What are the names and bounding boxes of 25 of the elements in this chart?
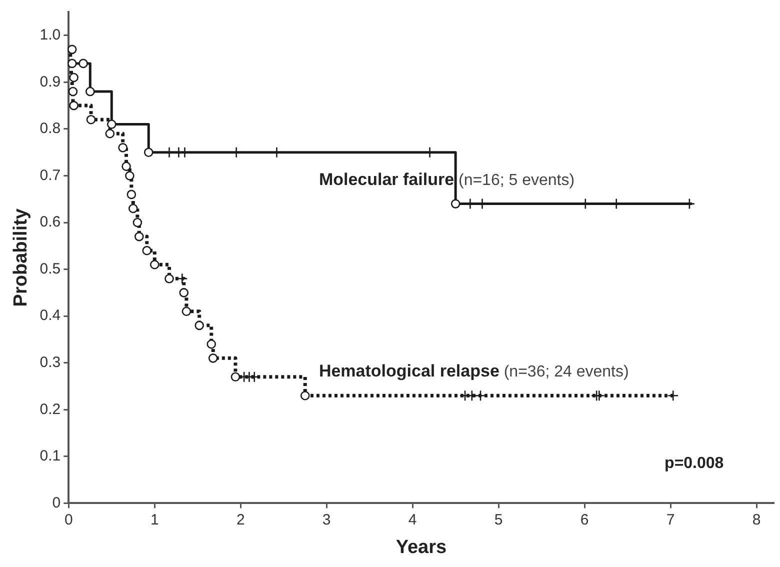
- x-tick-label: 2: [236, 511, 245, 528]
- y-tick-label: 0.3: [40, 354, 61, 371]
- y-tick-label: 0.8: [40, 120, 61, 138]
- x-tick-label: 7: [666, 511, 675, 528]
- x-axis-title: Years: [396, 536, 447, 558]
- y-tick-label: 0.6: [40, 214, 61, 231]
- y-tick-label: 0.5: [40, 260, 61, 278]
- x-tick-label: 6: [580, 511, 589, 528]
- series-label: Molecular failure (n=16; 5 events): [318, 170, 575, 189]
- y-tick-label: 1.0: [40, 26, 61, 44]
- x-tick-label: 0: [64, 511, 73, 528]
- y-tick-label: 0: [52, 494, 61, 512]
- y-tick-label: 0.9: [40, 73, 61, 90]
- x-tick-label: 8: [752, 511, 761, 528]
- x-tick-label: 3: [322, 511, 331, 528]
- series-label: Hematological relapse (n=36; 24 events): [318, 362, 629, 381]
- x-tick-label: 5: [494, 511, 503, 528]
- y-axis-title: Probability: [10, 208, 32, 307]
- y-tick-label: 0.4: [40, 307, 61, 324]
- y-tick-label: 0.2: [40, 400, 61, 418]
- y-tick-label: 0.7: [40, 166, 61, 184]
- y-tick-label: 0.1: [40, 448, 61, 465]
- x-tick-label: 1: [150, 511, 159, 528]
- annotation: p=0.008: [664, 455, 724, 472]
- x-tick-label: 4: [408, 511, 417, 528]
